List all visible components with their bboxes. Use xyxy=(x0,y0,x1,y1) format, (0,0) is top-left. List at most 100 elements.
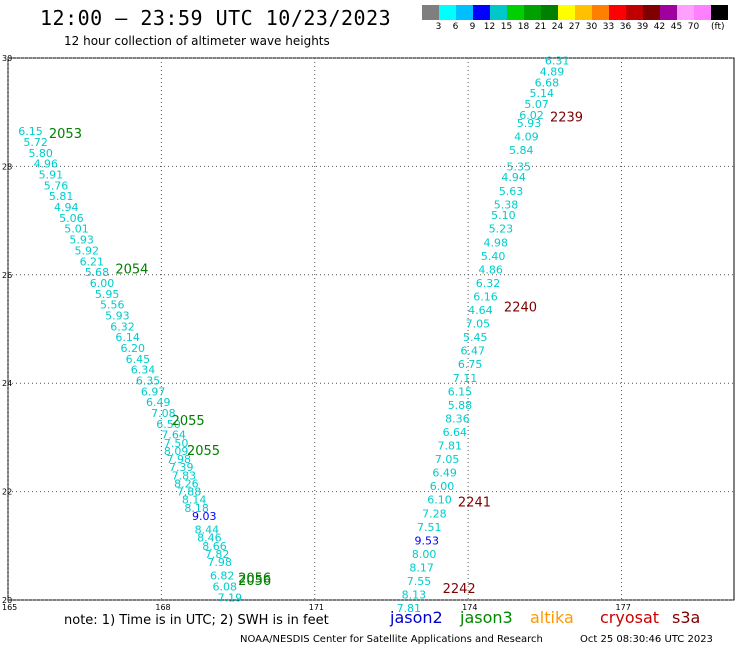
wave-height-value: 5.91 xyxy=(39,169,64,182)
wave-height-value: 7.05 xyxy=(435,453,460,466)
color-scale-label: 30 xyxy=(585,22,598,32)
wave-height-value: 6.02 xyxy=(519,109,544,122)
wave-height-value: 5.14 xyxy=(529,87,554,100)
wave-height-value: 8.14 xyxy=(182,494,207,507)
wave-height-value: 7.82 xyxy=(205,548,230,561)
wave-height-value: 6.15 xyxy=(18,125,42,138)
lon-label: 177 xyxy=(616,603,631,612)
wave-height-value: 9.03 xyxy=(192,510,217,523)
wave-height-value: 7.55 xyxy=(407,575,432,588)
wave-height-value: 7.81 xyxy=(397,602,422,615)
wave-height-value: 8.46 xyxy=(197,532,222,545)
wave-height-value: 6.20 xyxy=(120,342,145,355)
wave-height-value: 8.44 xyxy=(195,524,220,537)
color-swatch xyxy=(626,5,643,20)
pass-time-label: 2056 xyxy=(238,571,271,586)
wave-height-value: 8.66 xyxy=(202,540,227,553)
footer-timestamp: Oct 25 08:30:46 UTC 2023 xyxy=(580,634,713,645)
wave-height-value: 6.49 xyxy=(432,467,457,480)
wave-height-value: 5.68 xyxy=(85,266,110,279)
color-scale-label: 6 xyxy=(452,22,459,32)
lat-label: 26 xyxy=(2,271,12,280)
color-scale-unit: (ft) xyxy=(711,22,725,32)
wave-height-value: 6.49 xyxy=(146,396,171,409)
wave-height-value: 5.80 xyxy=(28,147,53,160)
wave-height-value: 7.11 xyxy=(453,372,478,385)
wave-height-value: 7.98 xyxy=(166,453,191,466)
wave-height-value: 4.94 xyxy=(54,201,79,214)
color-swatch xyxy=(592,5,609,20)
pass-time-label: 2056 xyxy=(238,574,271,589)
color-scale-label: 18 xyxy=(517,22,530,32)
lon-label: 168 xyxy=(155,603,170,612)
wave-height-value: 4.86 xyxy=(478,263,503,276)
pass-time-label: 2240 xyxy=(504,300,537,315)
wave-height-value: 5.40 xyxy=(481,250,506,263)
wave-height-value: 8.36 xyxy=(445,412,470,425)
wave-height-value: 6.50 xyxy=(156,418,181,431)
lon-label: 165 xyxy=(2,603,17,612)
legend-jason2: jason2 xyxy=(390,608,443,627)
wave-height-value: 6.00 xyxy=(90,277,115,290)
color-swatch xyxy=(422,5,439,20)
wave-height-value: 6.82 xyxy=(210,570,235,583)
wave-height-value: 9.53 xyxy=(414,534,439,547)
color-swatch xyxy=(490,5,507,20)
lat-label: 22 xyxy=(2,488,12,497)
wave-height-value: 5.01 xyxy=(64,223,89,236)
wave-height-value: 6.68 xyxy=(535,76,560,89)
wave-height-value: 5.35 xyxy=(506,160,531,173)
wave-height-value: 5.93 xyxy=(517,117,542,130)
pass-time-label: 2242 xyxy=(443,582,476,597)
lon-label: 174 xyxy=(462,603,477,612)
color-swatch xyxy=(507,5,524,20)
wave-height-value: 6.75 xyxy=(458,358,483,371)
map-subtitle: 12 hour collection of altimeter wave hei… xyxy=(64,34,330,48)
pass-time-label: 2241 xyxy=(458,495,491,510)
color-scale-label: 42 xyxy=(653,22,666,32)
wave-height-value: 7.88 xyxy=(177,486,202,499)
wave-height-value: 5.93 xyxy=(105,309,129,322)
wave-height-value: 6.34 xyxy=(131,364,156,377)
wave-height-value: 6.31 xyxy=(545,55,570,68)
wave-height-value: 8.00 xyxy=(412,548,437,561)
wave-height-value: 4.89 xyxy=(540,66,565,79)
pass-time-label: 2055 xyxy=(187,444,220,459)
wave-height-value: 4.94 xyxy=(501,171,526,184)
color-scale-label: 3 xyxy=(435,22,442,32)
wave-height-value: 5.76 xyxy=(44,179,68,192)
wave-height-value: 7.51 xyxy=(417,521,442,534)
color-scale-label: 21 xyxy=(534,22,547,32)
wave-height-value: 7.98 xyxy=(207,556,232,569)
wave-height-value: 7.19 xyxy=(218,591,243,604)
map-frame xyxy=(7,57,735,601)
wave-height-value: 5.72 xyxy=(23,136,48,149)
wave-height-value: 5.63 xyxy=(499,185,524,198)
wave-height-value: 6.47 xyxy=(460,345,485,358)
legend-cryosat: cryosat xyxy=(600,608,660,627)
wave-height-value: 5.10 xyxy=(491,209,516,222)
color-scale-label: 27 xyxy=(568,22,581,32)
color-swatch xyxy=(575,5,592,20)
wave-height-value: 5.84 xyxy=(509,144,533,157)
color-scale-label: 24 xyxy=(551,22,564,32)
color-swatch xyxy=(541,5,558,20)
wave-height-value: 4.96 xyxy=(34,158,59,171)
wave-height-value: 6.35 xyxy=(136,374,161,387)
wave-height-value: 4.64 xyxy=(468,304,493,317)
wave-height-value: 6.14 xyxy=(115,331,140,344)
wave-height-value: 4.98 xyxy=(483,236,508,249)
pass-time-label: 2055 xyxy=(172,414,205,429)
wave-height-value: 4.09 xyxy=(514,131,539,144)
lat-label: 24 xyxy=(2,379,12,388)
color-swatch xyxy=(694,5,711,20)
legend-note: note: 1) Time is in UTC; 2) SWH is in fe… xyxy=(64,613,329,628)
wave-height-value: 7.08 xyxy=(151,407,176,420)
wave-height-value: 8.17 xyxy=(409,561,434,574)
wave-height-value: 6.08 xyxy=(213,580,238,593)
wave-height-value: 8.26 xyxy=(174,477,199,490)
pass-time-label: 2239 xyxy=(550,111,583,126)
wave-height-value: 5.93 xyxy=(69,234,94,247)
wave-height-value: 7.50 xyxy=(164,437,189,450)
legend-s3a: s3a xyxy=(672,608,701,627)
